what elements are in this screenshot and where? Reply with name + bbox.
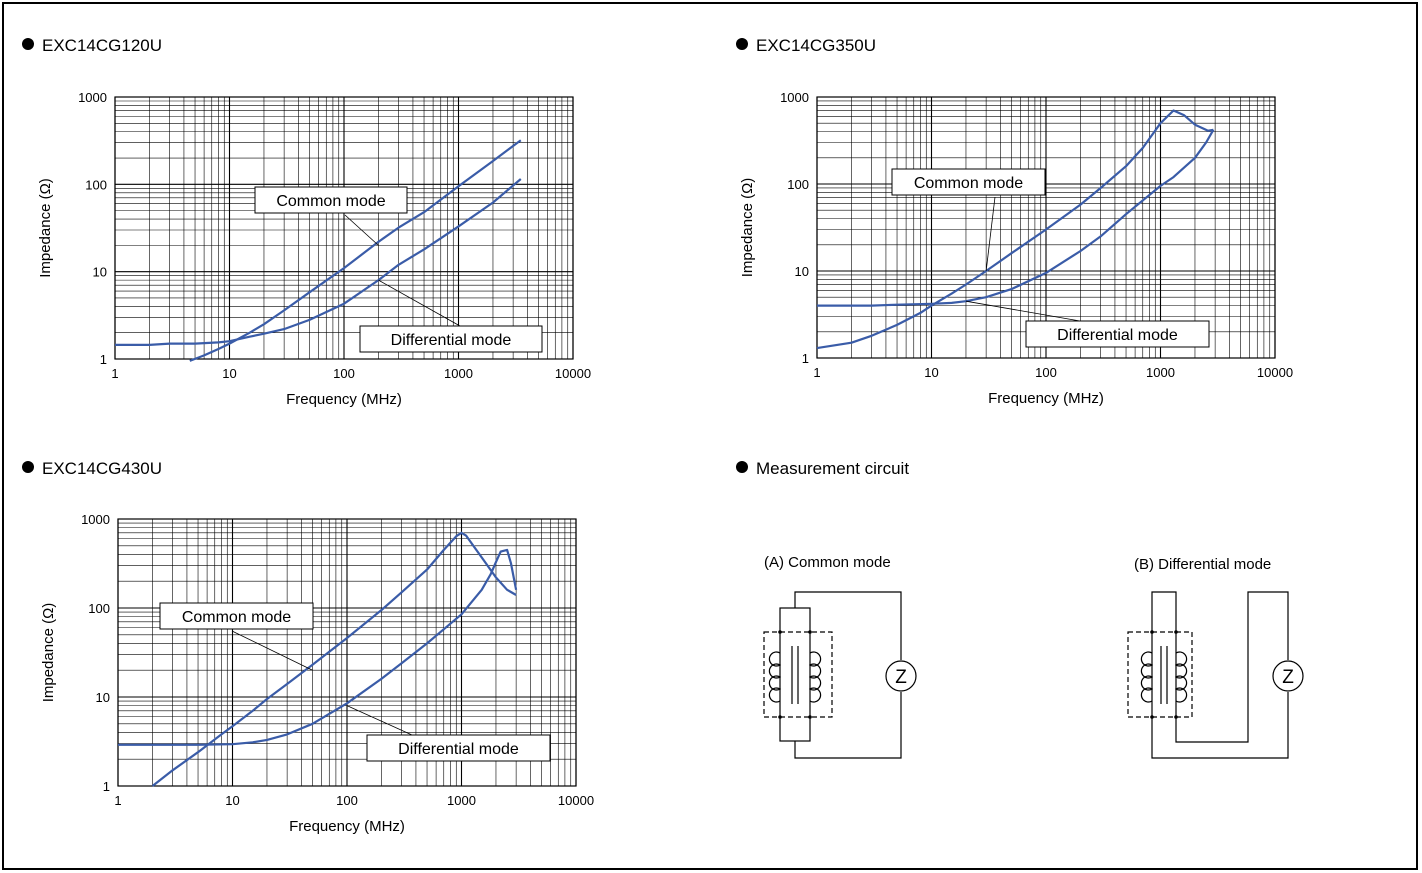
y-tick-label: 100 bbox=[88, 601, 110, 616]
x-tick-label: 1 bbox=[813, 365, 820, 380]
x-tick-label: 1000 bbox=[444, 366, 473, 381]
winding-box bbox=[779, 607, 811, 742]
chart-3-title: EXC14CG430U bbox=[42, 459, 163, 478]
component-dashed-outline bbox=[763, 631, 833, 718]
x-axis-label: Frequency (MHz) bbox=[289, 818, 405, 835]
series-differential-mode-line bbox=[817, 129, 1215, 307]
y-tick-label: 1000 bbox=[780, 90, 809, 105]
annotation-label: Differential mode bbox=[398, 741, 519, 758]
annotation-label: Common mode bbox=[914, 175, 1023, 192]
wire bbox=[794, 591, 902, 660]
annotation-box bbox=[359, 325, 543, 353]
y-tick-label: 100 bbox=[85, 177, 107, 192]
series-common-mode-line bbox=[816, 109, 1214, 350]
annotation-leader-line bbox=[378, 279, 461, 327]
annotation-box bbox=[891, 168, 1046, 196]
x-tick-label: 1 bbox=[111, 366, 118, 381]
inductor-coil-icon bbox=[768, 646, 822, 704]
series-common-mode-line bbox=[189, 139, 522, 362]
bullet-icon bbox=[22, 38, 34, 50]
x-tick-label: 10000 bbox=[558, 793, 594, 808]
annotation-label: Differential mode bbox=[1057, 327, 1178, 344]
differential-mode-circuit bbox=[1127, 591, 1304, 759]
bullet-icon bbox=[22, 461, 34, 473]
annotation-box bbox=[254, 186, 408, 214]
x-axis-label: Frequency (MHz) bbox=[988, 390, 1104, 407]
chart-3-heading: EXC14CG430U bbox=[22, 459, 162, 479]
plot-area-border bbox=[114, 96, 574, 360]
chart-2-title: EXC14CG350U bbox=[756, 36, 877, 55]
x-tick-label: 100 bbox=[336, 793, 358, 808]
circuit-heading: Measurement circuit bbox=[736, 459, 909, 479]
x-tick-label: 1 bbox=[114, 793, 121, 808]
annotation-leader-line bbox=[344, 214, 379, 246]
circuit-title: Measurement circuit bbox=[756, 459, 910, 478]
series-common-mode-line bbox=[151, 531, 517, 787]
x-tick-label: 10 bbox=[222, 366, 236, 381]
x-tick-label: 10 bbox=[924, 365, 938, 380]
meter-symbol-b: Z bbox=[1282, 667, 1294, 688]
chart-1-title: EXC14CG120U bbox=[42, 36, 163, 55]
y-tick-label: 1 bbox=[100, 352, 107, 367]
annotation-leader-line bbox=[985, 196, 996, 272]
annotation-label: Common mode bbox=[182, 609, 291, 626]
component-dashed-outline bbox=[1127, 631, 1193, 718]
common-mode-circuit bbox=[763, 591, 917, 759]
y-tick-label: 10 bbox=[96, 690, 110, 705]
plot-area-border bbox=[117, 518, 577, 787]
x-tick-label: 1000 bbox=[447, 793, 476, 808]
x-tick-label: 1000 bbox=[1146, 365, 1175, 380]
wire bbox=[1175, 591, 1289, 743]
terminal-dots bbox=[1150, 630, 1178, 719]
annotation-box bbox=[366, 734, 551, 762]
y-tick-label: 10 bbox=[93, 265, 107, 280]
annotation-box bbox=[159, 602, 314, 630]
x-tick-label: 100 bbox=[333, 366, 355, 381]
wire bbox=[794, 692, 902, 759]
bullet-icon bbox=[736, 38, 748, 50]
impedance-meter-icon bbox=[1272, 660, 1304, 692]
series-differential-mode-line bbox=[118, 548, 518, 746]
y-tick-label: 1000 bbox=[78, 90, 107, 105]
annotation-leader-line bbox=[965, 300, 1081, 322]
y-tick-label: 10 bbox=[795, 264, 809, 279]
x-tick-label: 10000 bbox=[1257, 365, 1293, 380]
meter-symbol-a: Z bbox=[895, 667, 907, 688]
x-tick-label: 100 bbox=[1035, 365, 1057, 380]
impedance-meter-icon bbox=[885, 660, 917, 692]
y-tick-label: 1 bbox=[103, 779, 110, 794]
x-tick-label: 10 bbox=[225, 793, 239, 808]
chart-2-heading: EXC14CG350U bbox=[736, 36, 876, 56]
wire bbox=[1151, 692, 1289, 759]
inductor-coil-icon bbox=[1140, 646, 1188, 704]
annotation-label: Common mode bbox=[276, 193, 385, 210]
y-axis-label: Impedance (Ω) bbox=[739, 178, 756, 278]
chart-1-heading: EXC14CG120U bbox=[22, 36, 162, 56]
plot-area-border bbox=[816, 96, 1276, 359]
y-tick-label: 1000 bbox=[81, 512, 110, 527]
circuit-a-label: (A) Common mode bbox=[764, 554, 891, 571]
terminal-dots bbox=[778, 630, 812, 719]
x-tick-label: 10000 bbox=[555, 366, 591, 381]
wire bbox=[1151, 591, 1177, 608]
annotation-label: Differential mode bbox=[391, 332, 512, 349]
y-axis-label: Impedance (Ω) bbox=[40, 603, 57, 703]
y-axis-label: Impedance (Ω) bbox=[37, 178, 54, 278]
series-differential-mode-line bbox=[115, 178, 522, 346]
y-tick-label: 1 bbox=[802, 351, 809, 366]
annotation-box bbox=[1025, 320, 1210, 348]
x-axis-label: Frequency (MHz) bbox=[286, 391, 402, 408]
y-tick-label: 100 bbox=[787, 177, 809, 192]
annotation-leader-line bbox=[231, 630, 313, 671]
annotation-leader-line bbox=[346, 705, 413, 736]
bullet-icon bbox=[736, 461, 748, 473]
circuit-b-label: (B) Differential mode bbox=[1134, 556, 1271, 573]
